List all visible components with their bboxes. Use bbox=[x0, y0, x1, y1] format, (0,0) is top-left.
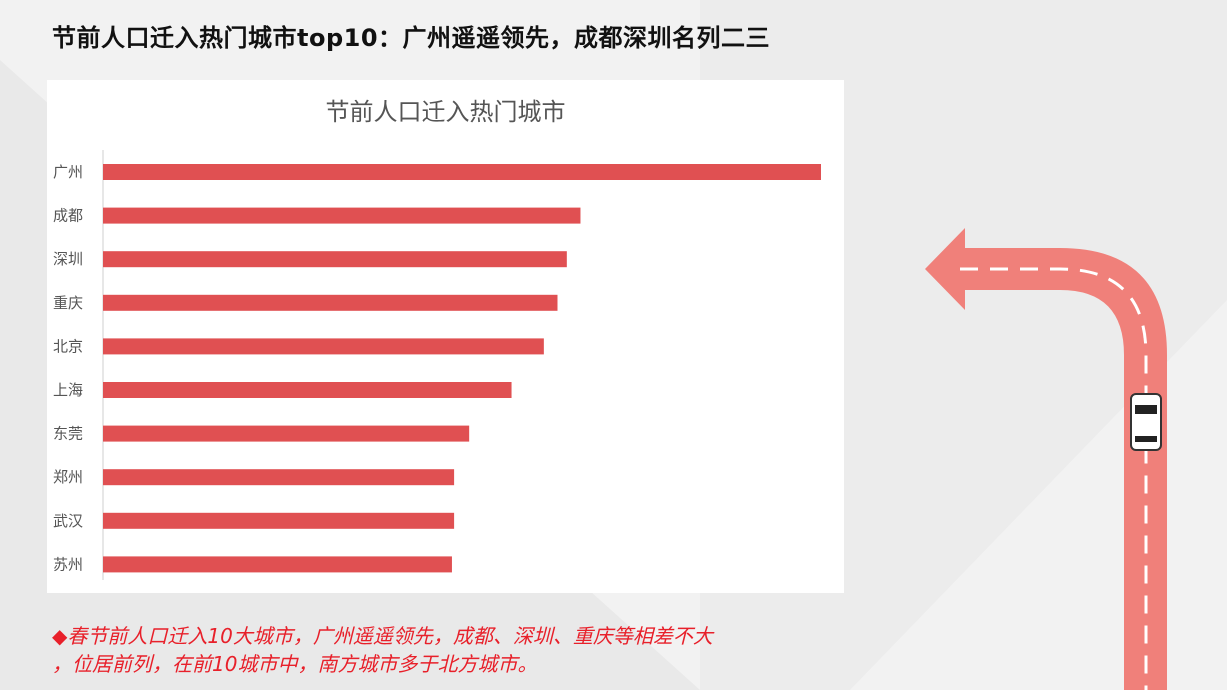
road-arrow-decoration bbox=[925, 228, 1167, 690]
note-line-1: 春节前人口迁入10大城市，广州遥遥领先，成都、深圳、重庆等相差不大 bbox=[67, 624, 713, 648]
note-line-2: ，位居前列，在前10城市中，南方城市多于北方城市。 bbox=[52, 652, 538, 676]
category-label: 重庆 bbox=[53, 294, 83, 312]
category-label: 上海 bbox=[53, 381, 83, 399]
page-title: 节前人口迁入热门城市top10：广州遥遥领先，成都深圳名列二三 bbox=[52, 24, 771, 52]
chart-note: ◆春节前人口迁入10大城市，广州遥遥领先，成都、深圳、重庆等相差不大 ，位居前列… bbox=[52, 622, 852, 678]
bar bbox=[103, 251, 567, 268]
bar bbox=[103, 469, 455, 486]
category-label: 深圳 bbox=[53, 250, 83, 268]
category-label: 成都 bbox=[53, 207, 83, 225]
car-icon bbox=[1130, 393, 1162, 451]
road-shape bbox=[960, 248, 1167, 690]
chart-panel: 节前人口迁入热门城市 广州成都深圳重庆北京上海东莞郑州武汉苏州 bbox=[47, 80, 844, 593]
chart-title: 节前人口迁入热门城市 bbox=[325, 98, 566, 126]
category-label: 郑州 bbox=[53, 468, 83, 486]
bar bbox=[103, 207, 581, 224]
bar bbox=[103, 382, 512, 398]
road-dash-line bbox=[960, 267, 1148, 690]
category-label: 武汉 bbox=[53, 512, 83, 530]
bar bbox=[103, 164, 821, 180]
note-bullet-icon: ◆ bbox=[52, 624, 68, 648]
bar bbox=[103, 556, 452, 573]
category-label: 苏州 bbox=[53, 555, 83, 573]
category-label: 广州 bbox=[53, 163, 83, 181]
bar bbox=[103, 294, 558, 311]
bar bbox=[103, 425, 470, 442]
category-label: 东莞 bbox=[53, 425, 83, 443]
bar bbox=[103, 512, 455, 529]
bar bbox=[103, 338, 544, 355]
category-label: 北京 bbox=[53, 337, 83, 355]
arrow-head-icon bbox=[925, 228, 965, 310]
